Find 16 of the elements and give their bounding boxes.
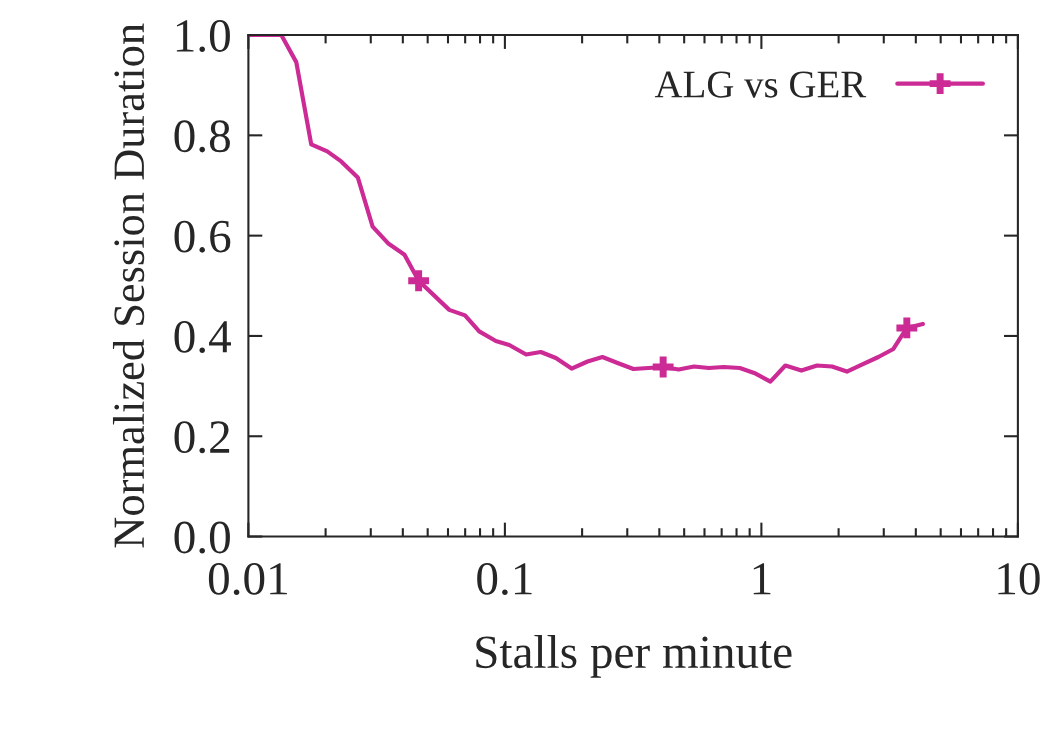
x-tick-label: 1	[753, 563, 771, 595]
x-axis-title: Stalls per minute	[476, 634, 792, 678]
point	[896, 317, 918, 339]
y-tick-label: 0.4	[174, 320, 231, 353]
y-tick-label: 0.2	[174, 421, 230, 454]
x-tick-label: 0.1	[477, 562, 532, 595]
point	[652, 356, 674, 378]
y-tick-label: 0.6	[174, 220, 231, 253]
legend-label: ALG vs GER	[654, 71, 867, 98]
y-axis-title: Normalized Session Duration	[112, 23, 145, 548]
x-tick-label: 0.01	[208, 562, 287, 595]
y-tick-label: 0.0	[174, 521, 230, 554]
point	[408, 270, 430, 292]
y-tick-label: 0.8	[174, 120, 230, 153]
y-tick-label: 1.0	[176, 20, 230, 53]
x-tick-label: 10	[998, 562, 1040, 595]
